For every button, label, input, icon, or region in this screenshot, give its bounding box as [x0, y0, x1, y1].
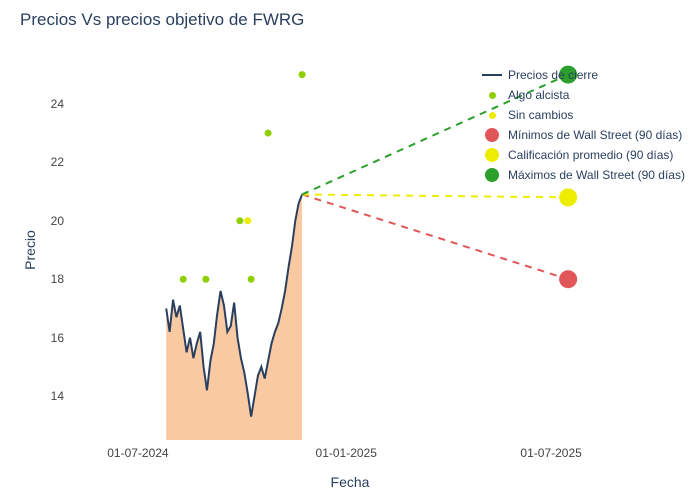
price-area — [166, 194, 302, 440]
legend-swatch — [480, 148, 504, 162]
point-alcista — [265, 130, 272, 137]
y-tick: 16 — [51, 331, 64, 345]
point-alcista — [248, 276, 255, 283]
target-marker-low — [559, 270, 577, 288]
x-tick: 01-07-2025 — [520, 446, 581, 460]
forecast-line-avg — [302, 194, 568, 197]
y-axis-label: Precio — [22, 230, 38, 270]
legend-label: Mínimos de Wall Street (90 días) — [508, 128, 682, 142]
legend-swatch — [480, 74, 504, 76]
legend: Precios de cierre Algo alcista Sin cambios… — [480, 65, 685, 185]
legend-label: Máximos de Wall Street (90 días) — [508, 168, 685, 182]
legend-item-sin[interactable]: Sin cambios — [480, 105, 685, 125]
legend-item-avg[interactable]: Calificación promedio (90 días) — [480, 145, 685, 165]
x-axis-label: Fecha — [331, 474, 370, 490]
x-tick: 01-07-2024 — [107, 446, 168, 460]
y-tick: 14 — [51, 389, 64, 403]
chart-title: Precios Vs precios objetivo de FWRG — [20, 10, 304, 30]
legend-swatch — [480, 112, 504, 119]
target-marker-avg — [559, 188, 577, 206]
point-sin-cambios — [244, 217, 251, 224]
point-alcista — [180, 276, 187, 283]
y-tick: 22 — [51, 155, 64, 169]
legend-label: Sin cambios — [508, 108, 573, 122]
y-tick: 24 — [51, 97, 64, 111]
legend-label: Algo alcista — [508, 88, 569, 102]
forecast-line-low — [302, 194, 568, 279]
legend-item-high[interactable]: Máximos de Wall Street (90 días) — [480, 165, 685, 185]
legend-label: Calificación promedio (90 días) — [508, 148, 673, 162]
legend-swatch — [480, 128, 504, 142]
legend-swatch — [480, 92, 504, 99]
point-alcista — [299, 71, 306, 78]
legend-swatch — [480, 168, 504, 182]
legend-label: Precios de cierre — [508, 68, 598, 82]
legend-item-alcista[interactable]: Algo alcista — [480, 85, 685, 105]
x-tick: 01-01-2025 — [316, 446, 377, 460]
y-tick: 18 — [51, 272, 64, 286]
legend-item-close[interactable]: Precios de cierre — [480, 65, 685, 85]
point-alcista — [202, 276, 209, 283]
point-alcista — [236, 217, 243, 224]
legend-item-low[interactable]: Mínimos de Wall Street (90 días) — [480, 125, 685, 145]
y-tick: 20 — [51, 214, 64, 228]
